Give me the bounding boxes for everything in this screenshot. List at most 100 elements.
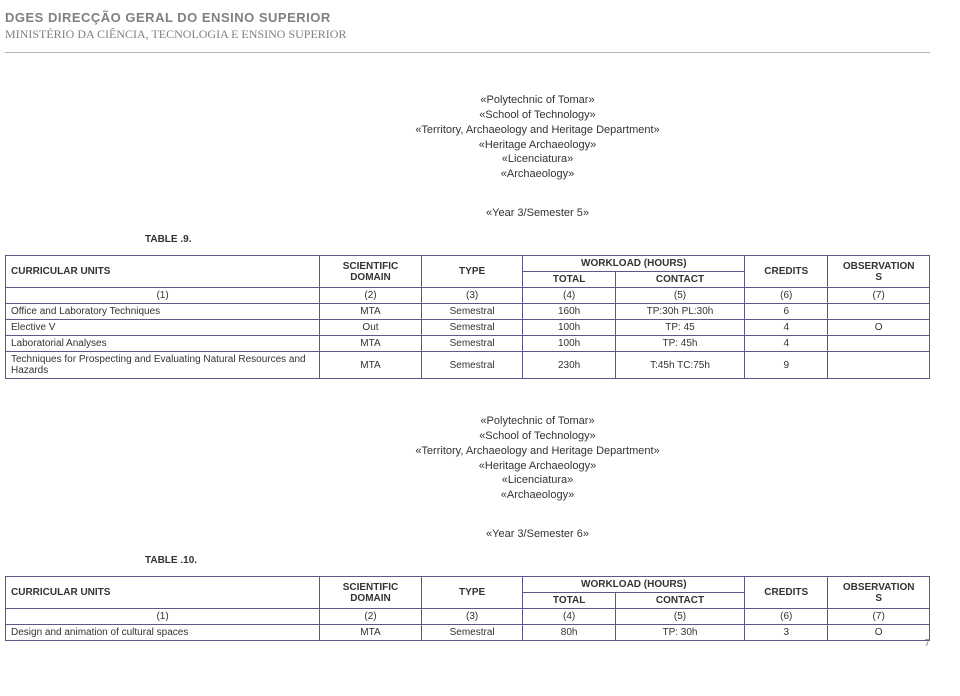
cell-type: Semestral: [421, 304, 523, 320]
cell-total: 230h: [523, 352, 615, 379]
th-obs: OBSERVATION S: [828, 577, 930, 609]
th-obs-l2: S: [875, 272, 882, 283]
cell-obs: [828, 336, 930, 352]
title-line: «Licenciatura»: [145, 473, 930, 488]
cell-domain: MTA: [320, 352, 422, 379]
cell-type: Semestral: [421, 336, 523, 352]
table-label-2: TABLE .10.: [145, 555, 930, 566]
title-line: «Licenciatura»: [145, 152, 930, 167]
numcell: (4): [523, 288, 615, 304]
table-row: Design and animation of cultural spaces …: [6, 625, 930, 641]
cell-type: Semestral: [421, 352, 523, 379]
th-total: TOTAL: [523, 272, 615, 288]
curricular-table-2: CURRICULAR UNITS SCIENTIFIC DOMAIN TYPE …: [5, 576, 930, 641]
th-domain: SCIENTIFIC DOMAIN: [320, 256, 422, 288]
numcell: (1): [6, 288, 320, 304]
cell-credits: 6: [745, 304, 828, 320]
th-contact: CONTACT: [615, 272, 744, 288]
numcell: (3): [421, 609, 523, 625]
cell-obs: O: [828, 320, 930, 336]
title-line: «Territory, Archaeology and Heritage Dep…: [145, 444, 930, 459]
numcell: (7): [828, 288, 930, 304]
header-divider: [5, 52, 930, 53]
numrow: (1) (2) (3) (4) (5) (6) (7): [6, 609, 930, 625]
cell-credits: 4: [745, 320, 828, 336]
cell-domain: MTA: [320, 625, 422, 641]
th-domain-l1: SCIENTIFIC: [343, 261, 399, 272]
cell-contact: TP: 45: [615, 320, 744, 336]
th-units: CURRICULAR UNITS: [6, 577, 320, 609]
cell-unit: Elective V: [6, 320, 320, 336]
cell-contact: TP: 30h: [615, 625, 744, 641]
page-number: 7: [924, 638, 930, 649]
cell-unit: Laboratorial Analyses: [6, 336, 320, 352]
th-obs-l1: OBSERVATION: [843, 582, 915, 593]
cell-total: 100h: [523, 320, 615, 336]
cell-domain: MTA: [320, 304, 422, 320]
numrow: (1) (2) (3) (4) (5) (6) (7): [6, 288, 930, 304]
numcell: (2): [320, 288, 422, 304]
th-type: TYPE: [421, 256, 523, 288]
cell-type: Semestral: [421, 625, 523, 641]
cell-credits: 3: [745, 625, 828, 641]
th-domain-l1: SCIENTIFIC: [343, 582, 399, 593]
th-workload: WORKLOAD (HOURS): [523, 256, 745, 272]
semester-2: «Year 3/Semester 6»: [145, 528, 930, 540]
curricular-table-1: CURRICULAR UNITS SCIENTIFIC DOMAIN TYPE …: [5, 255, 930, 379]
cell-unit: Office and Laboratory Techniques: [6, 304, 320, 320]
cell-obs: [828, 352, 930, 379]
cell-contact: TP: 45h: [615, 336, 744, 352]
table-row: Laboratorial Analyses MTA Semestral 100h…: [6, 336, 930, 352]
title-line: «School of Technology»: [145, 429, 930, 444]
cell-contact: T:45h TC:75h: [615, 352, 744, 379]
title-line: «Archaeology»: [145, 167, 930, 182]
th-credits: CREDITS: [745, 256, 828, 288]
th-domain-l2: DOMAIN: [350, 272, 391, 283]
numcell: (2): [320, 609, 422, 625]
cell-type: Semestral: [421, 320, 523, 336]
title-line: «Heritage Archaeology»: [145, 138, 930, 153]
course-title-block-1: «Polytechnic of Tomar» «School of Techno…: [145, 93, 930, 182]
cell-unit: Design and animation of cultural spaces: [6, 625, 320, 641]
course-title-block-2: «Polytechnic of Tomar» «School of Techno…: [145, 414, 930, 503]
table-row: Techniques for Prospecting and Evaluatin…: [6, 352, 930, 379]
title-line: «School of Technology»: [145, 108, 930, 123]
numcell: (7): [828, 609, 930, 625]
th-domain-l2: DOMAIN: [350, 593, 391, 604]
title-line: «Territory, Archaeology and Heritage Dep…: [145, 123, 930, 138]
cell-domain: MTA: [320, 336, 422, 352]
numcell: (3): [421, 288, 523, 304]
cell-unit: Techniques for Prospecting and Evaluatin…: [6, 352, 320, 379]
semester-1: «Year 3/Semester 5»: [145, 207, 930, 219]
cell-total: 80h: [523, 625, 615, 641]
cell-total: 100h: [523, 336, 615, 352]
th-obs: OBSERVATION S: [828, 256, 930, 288]
title-line: «Heritage Archaeology»: [145, 459, 930, 474]
numcell: (4): [523, 609, 615, 625]
ministry-name: MINISTÉRIO DA CIÊNCIA, TECNOLOGIA E ENSI…: [5, 27, 930, 42]
title-line: «Polytechnic of Tomar»: [145, 93, 930, 108]
cell-total: 160h: [523, 304, 615, 320]
table-label-1: TABLE .9.: [145, 234, 930, 245]
numcell: (5): [615, 609, 744, 625]
org-name: DGES DIRECÇÃO GERAL DO ENSINO SUPERIOR: [5, 10, 930, 25]
cell-contact: TP:30h PL:30h: [615, 304, 744, 320]
th-workload: WORKLOAD (HOURS): [523, 577, 745, 593]
table-row: Elective V Out Semestral 100h TP: 45 4 O: [6, 320, 930, 336]
numcell: (6): [745, 288, 828, 304]
th-obs-l2: S: [875, 593, 882, 604]
numcell: (1): [6, 609, 320, 625]
th-domain: SCIENTIFIC DOMAIN: [320, 577, 422, 609]
th-contact: CONTACT: [615, 593, 744, 609]
numcell: (5): [615, 288, 744, 304]
table-row: Office and Laboratory Techniques MTA Sem…: [6, 304, 930, 320]
cell-obs: O: [828, 625, 930, 641]
th-type: TYPE: [421, 577, 523, 609]
cell-credits: 9: [745, 352, 828, 379]
cell-obs: [828, 304, 930, 320]
cell-credits: 4: [745, 336, 828, 352]
numcell: (6): [745, 609, 828, 625]
cell-domain: Out: [320, 320, 422, 336]
th-credits: CREDITS: [745, 577, 828, 609]
title-line: «Polytechnic of Tomar»: [145, 414, 930, 429]
